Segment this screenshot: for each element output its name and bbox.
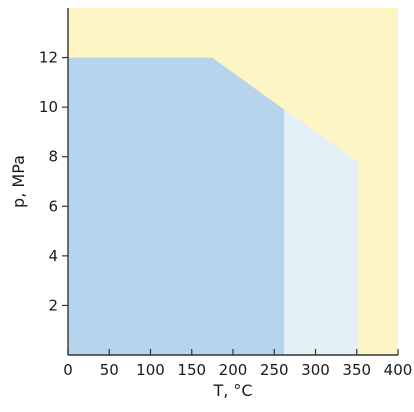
x-tick-label: 150 <box>177 361 206 379</box>
x-tick-label: 0 <box>63 361 73 379</box>
y-axis-label: p, MPa <box>9 155 28 208</box>
x-tick-label: 350 <box>342 361 371 379</box>
region-1 <box>284 109 359 355</box>
x-tick-label: 200 <box>219 361 248 379</box>
y-tick-label: 4 <box>48 247 58 265</box>
y-tick-label: 8 <box>48 148 58 166</box>
x-tick-label: 100 <box>136 361 165 379</box>
regions-layer <box>68 8 398 355</box>
x-tick-label: 400 <box>384 361 413 379</box>
y-tick-label: 12 <box>39 49 58 67</box>
x-axis-label: T, °C <box>212 381 252 400</box>
x-tick-label: 250 <box>260 361 289 379</box>
y-ticks: 2 4 6 8 10 12 <box>39 49 68 314</box>
y-tick-label: 10 <box>39 98 58 116</box>
y-tick-label: 2 <box>48 296 58 314</box>
x-tick-label: 300 <box>301 361 330 379</box>
y-tick-label: 6 <box>48 197 58 215</box>
x-ticks: 0 50 100 150 200 250 300 350 400 <box>63 349 412 379</box>
region-2 <box>68 57 285 355</box>
x-tick-label: 50 <box>100 361 119 379</box>
